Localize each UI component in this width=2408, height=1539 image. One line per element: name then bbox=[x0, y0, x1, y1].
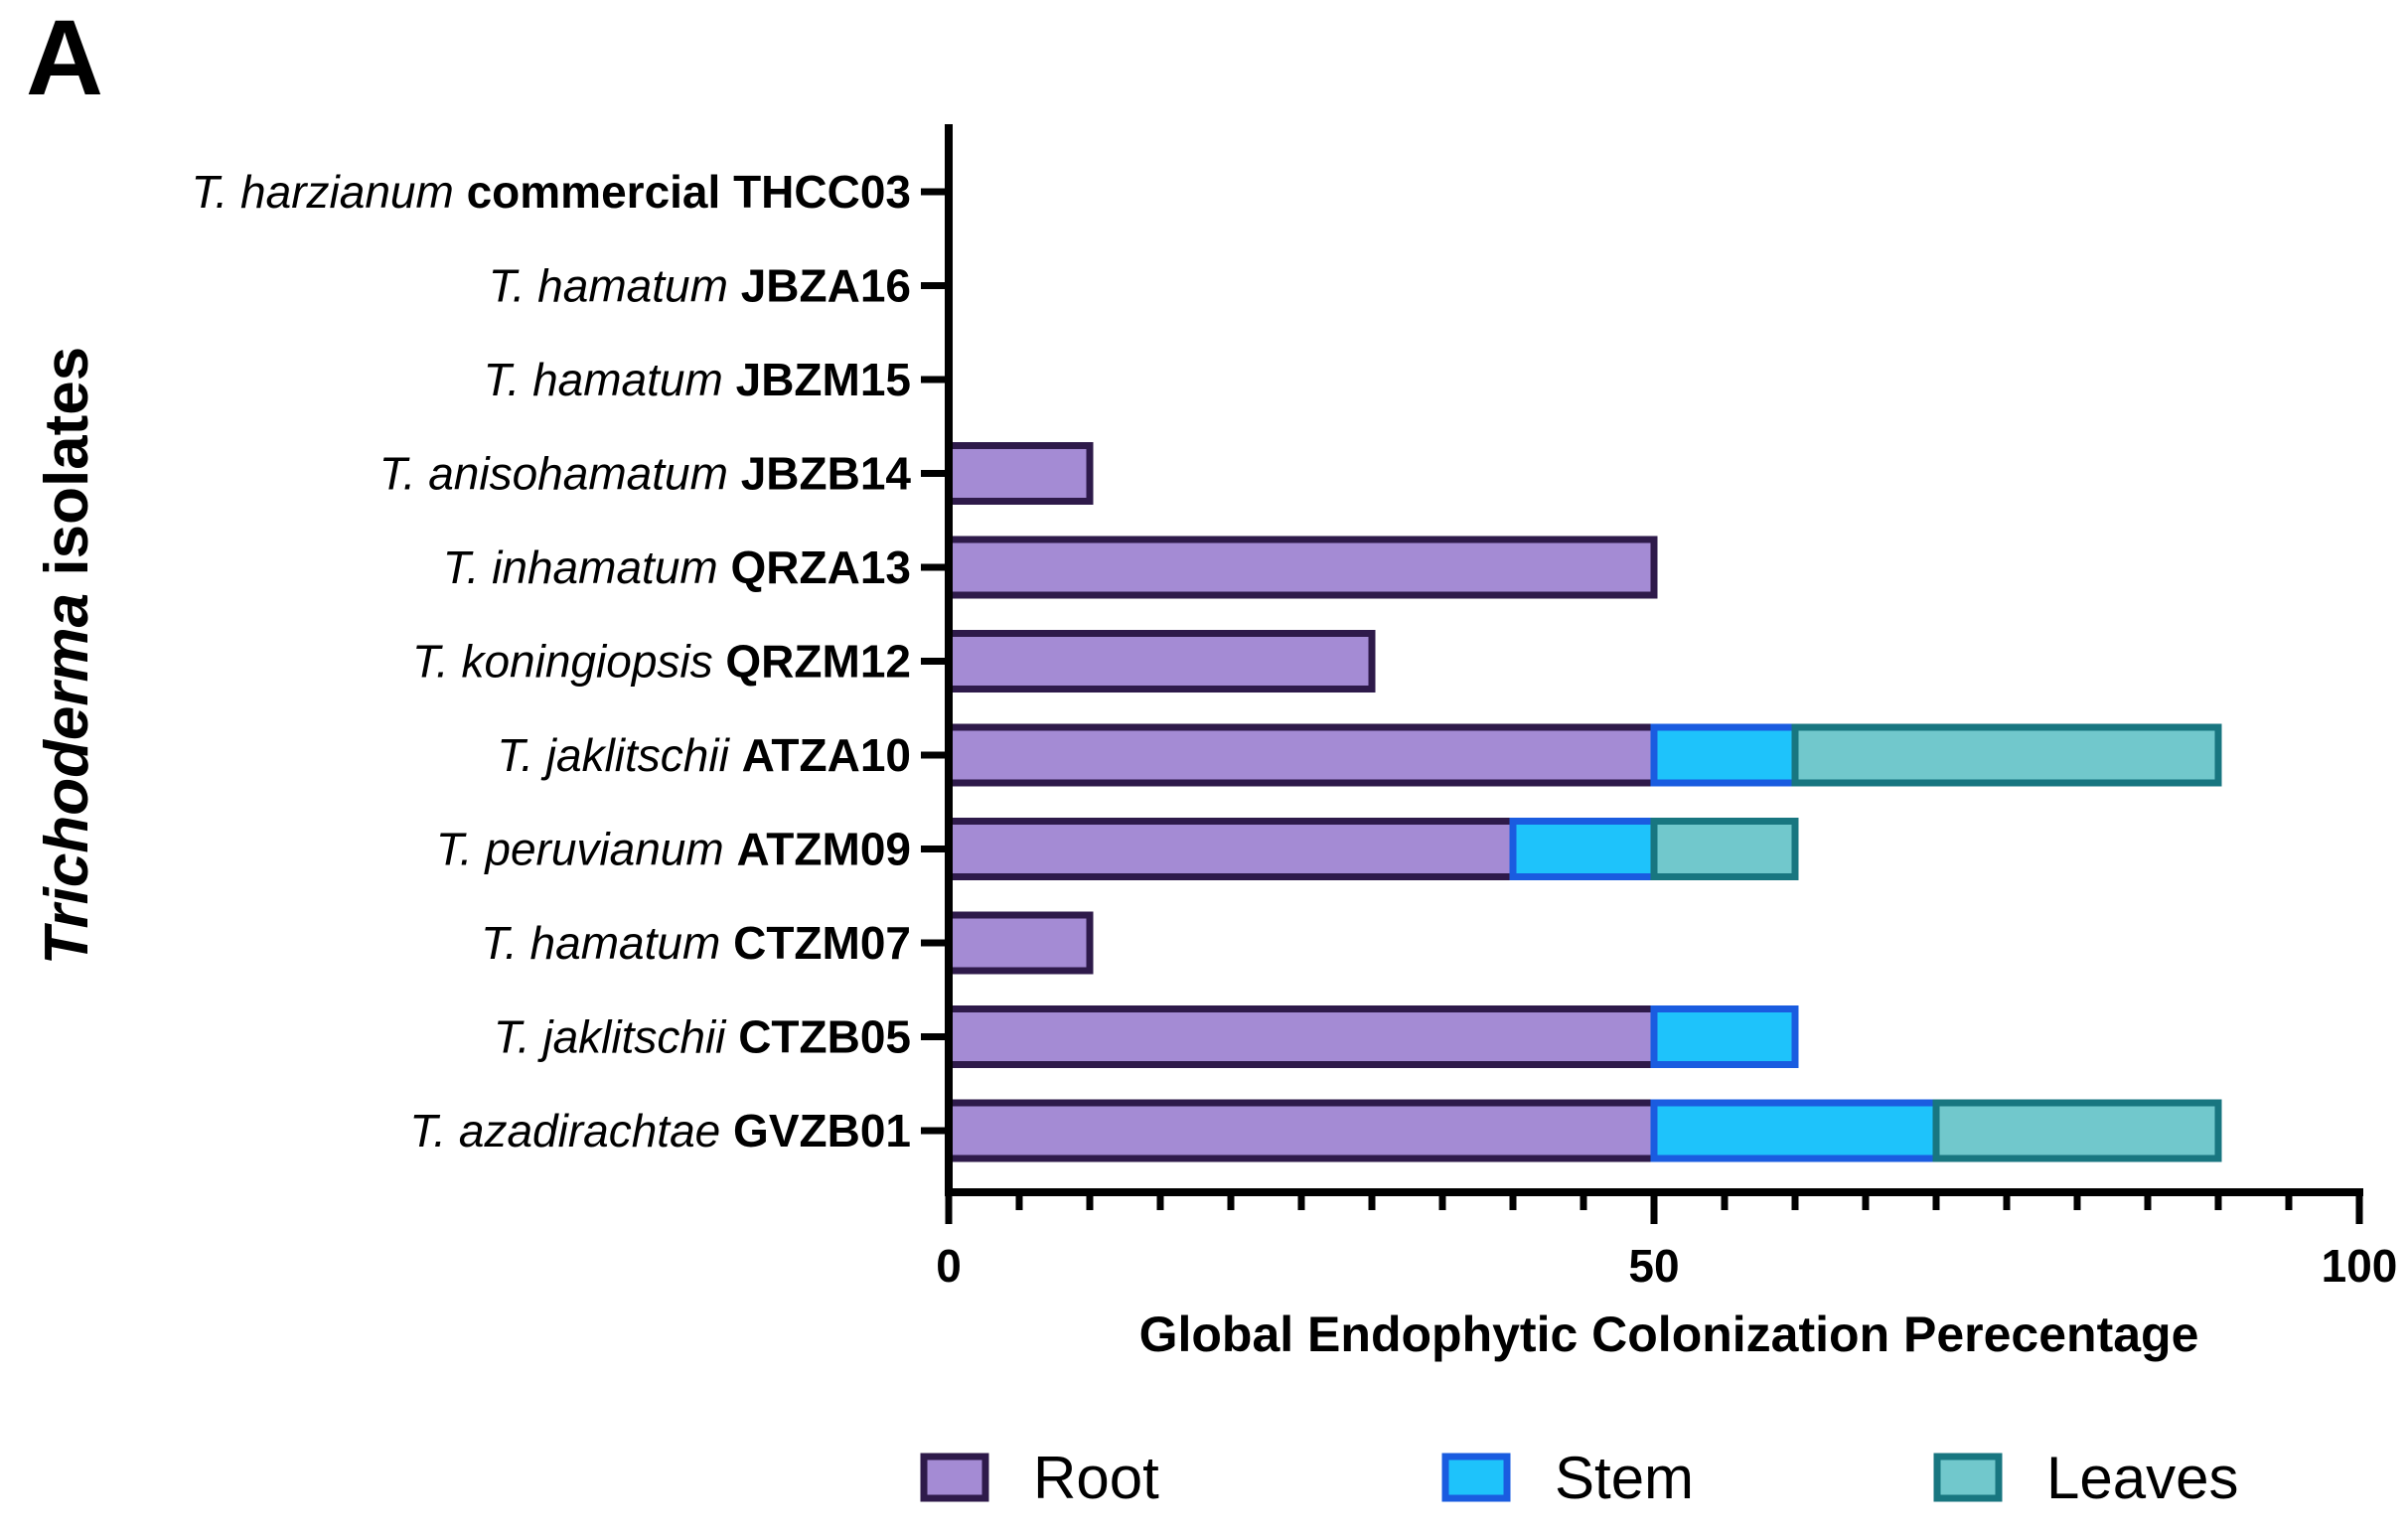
isolate-code: ATZA10 bbox=[742, 729, 911, 781]
species-name: T. hamatum bbox=[489, 260, 728, 312]
bar-leaves-gvzb01 bbox=[1932, 1099, 2222, 1162]
legend-label-leaves: Leaves bbox=[2046, 1445, 2238, 1511]
category-label: T. hamatum JBZM15 bbox=[484, 354, 911, 405]
bar-root-atza10 bbox=[945, 723, 1658, 787]
isolate-code: JBZB14 bbox=[741, 448, 912, 500]
bar-root-qrza13 bbox=[945, 536, 1658, 599]
isolate-code: CTZM07 bbox=[733, 917, 911, 969]
species-name: T. hamatum bbox=[484, 354, 723, 405]
bar-stem-atza10 bbox=[1650, 723, 1799, 787]
y-axis-title: Trichoderma isolates bbox=[33, 347, 101, 966]
category-label: T. harzianum commercial THCC03 bbox=[192, 166, 911, 218]
species-name: T. inhamatum bbox=[443, 541, 718, 593]
isolate-code: ATZM09 bbox=[737, 824, 912, 875]
category-label: T. jaklitschii ATZA10 bbox=[497, 729, 911, 781]
species-name: T. azadirachtae bbox=[409, 1105, 720, 1156]
isolate-code: CTZB05 bbox=[738, 1011, 911, 1063]
x-tick-label: 0 bbox=[936, 1240, 962, 1292]
legend: Root Stem Leaves bbox=[920, 1445, 2238, 1511]
species-name: T. harzianum bbox=[192, 166, 454, 218]
legend-swatch-stem bbox=[1441, 1453, 1511, 1502]
isolate-code: GVZB01 bbox=[733, 1105, 911, 1156]
y-axis-title-part: isolates bbox=[33, 347, 101, 593]
legend-label-root: Root bbox=[1033, 1445, 1159, 1511]
bar-root-qrzm12 bbox=[945, 630, 1376, 693]
bar-root-gvzb01 bbox=[945, 1099, 1658, 1162]
species-name: T. koningiopsis bbox=[412, 636, 713, 688]
legend-swatch-root bbox=[920, 1453, 989, 1502]
category-label: T. peruvianum ATZM09 bbox=[436, 824, 911, 875]
isolate-code: JBZM15 bbox=[736, 354, 911, 405]
y-axis-title-part: Trichoderma bbox=[33, 593, 101, 965]
axes-layer bbox=[921, 124, 2363, 1224]
isolate-code: JBZA16 bbox=[741, 260, 911, 312]
bar-stem-atzm09 bbox=[1509, 818, 1658, 880]
x-tick-label: 50 bbox=[1628, 1240, 1679, 1292]
x-axis-title: Global Endophytic Colonization Perecenta… bbox=[1139, 1307, 2199, 1362]
bar-leaves-atzm09 bbox=[1650, 818, 1799, 880]
bar-stem-gvzb01 bbox=[1650, 1099, 1940, 1162]
species-name: T. anisohamatum bbox=[379, 448, 728, 500]
category-label: T. koningiopsis QRZM12 bbox=[412, 636, 911, 688]
category-label: T. azadirachtae GVZB01 bbox=[409, 1105, 911, 1156]
category-label: T. anisohamatum JBZB14 bbox=[379, 448, 912, 500]
category-label: T. hamatum JBZA16 bbox=[489, 260, 911, 312]
species-name: T. jaklitschii bbox=[494, 1011, 727, 1063]
category-label: T. hamatum CTZM07 bbox=[481, 917, 911, 969]
legend-label-stem: Stem bbox=[1555, 1445, 1694, 1511]
bar-root-atzm09 bbox=[945, 818, 1517, 880]
isolate-code: QRZA13 bbox=[731, 541, 911, 593]
isolate-code: QRZM12 bbox=[725, 636, 911, 688]
bar-root-ctzb05 bbox=[945, 1005, 1658, 1068]
category-label: T. inhamatum QRZA13 bbox=[443, 541, 911, 593]
panel-label: A bbox=[26, 0, 103, 117]
bar-root-jbzb14 bbox=[945, 442, 1094, 505]
bars-layer bbox=[945, 442, 2222, 1162]
category-label: T. jaklitschii CTZB05 bbox=[494, 1011, 911, 1063]
bar-stem-ctzb05 bbox=[1650, 1005, 1799, 1068]
species-name: T. jaklitschii bbox=[497, 729, 730, 781]
bar-root-ctzm07 bbox=[945, 911, 1094, 975]
species-name: T. peruvianum bbox=[436, 824, 724, 875]
x-tick-label: 100 bbox=[2322, 1240, 2398, 1292]
isolate-code: commercial THCC03 bbox=[467, 166, 911, 218]
species-name: T. hamatum bbox=[481, 917, 720, 969]
legend-swatch-leaves bbox=[1933, 1453, 2003, 1502]
bar-leaves-atza10 bbox=[1791, 723, 2222, 787]
category-labels: T. harzianum commercial THCC03 T. hamatum… bbox=[192, 166, 912, 1156]
x-tick-labels: 0 50 100 bbox=[936, 1240, 2397, 1292]
